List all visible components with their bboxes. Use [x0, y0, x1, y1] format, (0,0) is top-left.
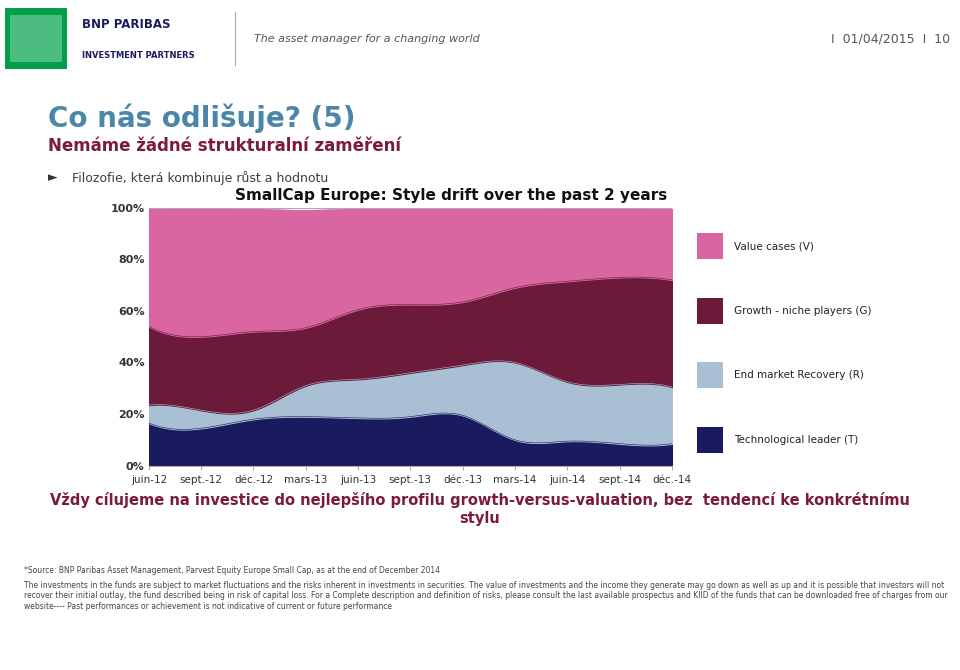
Text: The investments in the funds are subject to market fluctuations and the risks in: The investments in the funds are subject…	[24, 581, 948, 610]
Bar	[697, 298, 724, 324]
Text: End market Recovery (R): End market Recovery (R)	[734, 371, 864, 381]
Text: Value cases (V): Value cases (V)	[734, 241, 814, 251]
Text: SmallCap Europe: Style drift over the past 2 years: SmallCap Europe: Style drift over the pa…	[235, 188, 667, 202]
Text: Technological leader (T): Technological leader (T)	[734, 435, 858, 445]
Text: INVESTMENT PARTNERS: INVESTMENT PARTNERS	[82, 51, 194, 60]
Text: stylu: stylu	[460, 511, 500, 525]
Bar	[697, 234, 724, 259]
Text: *Source: BNP Paribas Asset Management, Parvest Equity Europe Small Cap, as at th: *Source: BNP Paribas Asset Management, P…	[24, 566, 440, 575]
Bar	[10, 15, 62, 62]
Text: ►: ►	[48, 171, 58, 184]
Text: The asset manager for a changing world: The asset manager for a changing world	[254, 34, 480, 44]
Bar	[697, 362, 724, 389]
Text: Growth - niche players (G): Growth - niche players (G)	[734, 306, 872, 316]
Bar	[697, 427, 724, 453]
Text: I  01/04/2015  I  10: I 01/04/2015 I 10	[831, 32, 950, 45]
Text: Co nás odlišuje? (5): Co nás odlišuje? (5)	[48, 104, 355, 133]
Text: BNP PARIBAS: BNP PARIBAS	[82, 18, 170, 31]
Text: Filozofie, která kombinuje růst a hodnotu: Filozofie, která kombinuje růst a hodnot…	[72, 171, 328, 185]
Bar	[5, 7, 67, 69]
Text: Nemáme žádné strukturalní zaměření: Nemáme žádné strukturalní zaměření	[48, 137, 401, 155]
Text: Vždy cílujeme na investice do nejlepšího profilu growth-versus-valuation, bez  t: Vždy cílujeme na investice do nejlepšího…	[50, 492, 910, 509]
